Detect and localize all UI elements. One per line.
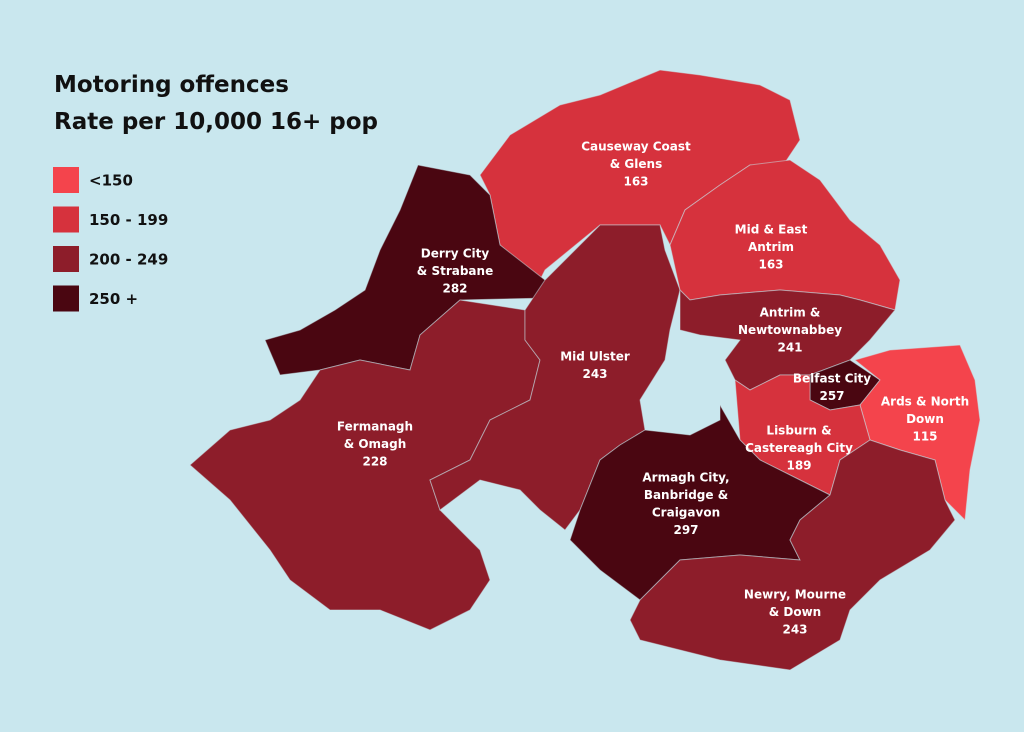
region-name: Castereagh City — [745, 441, 853, 455]
region-name: Antrim — [748, 240, 794, 254]
region-name: Newry, Mourne — [744, 588, 846, 602]
region-name: Lisburn & — [766, 424, 831, 438]
region-value: 228 — [362, 455, 387, 469]
region-value: 189 — [786, 459, 811, 473]
region-name: Ards & North — [881, 395, 969, 409]
legend-swatch — [53, 167, 79, 193]
region-value: 115 — [912, 430, 937, 444]
region-value: 243 — [782, 623, 807, 637]
title: Motoring offences — [54, 72, 289, 98]
region — [629, 439, 956, 671]
region-name: Belfast City — [793, 372, 871, 386]
legend-swatch — [53, 246, 79, 272]
region-name: Causeway Coast — [581, 140, 691, 154]
region-name: Derry City — [421, 247, 490, 261]
legend-swatch — [53, 285, 79, 312]
region-value: 241 — [777, 341, 802, 355]
region-name: Banbridge & — [644, 488, 728, 502]
region-name: & Strabane — [417, 264, 493, 278]
region-name: & Glens — [610, 157, 662, 171]
region-name: Mid & East — [735, 223, 808, 237]
legend-label: 250 + — [89, 290, 138, 308]
region-name: & Down — [769, 605, 821, 619]
region-name: & Omagh — [344, 437, 407, 451]
legend-label: 150 - 199 — [89, 211, 168, 229]
region-value: 297 — [673, 523, 698, 537]
region-name: Newtownabbey — [738, 323, 842, 337]
region-value: 257 — [819, 389, 844, 403]
region-name: Down — [906, 412, 944, 426]
region-value: 163 — [623, 175, 648, 189]
region-name: Craigavon — [652, 506, 720, 520]
region-name: Fermanagh — [337, 420, 413, 434]
legend-label: <150 — [89, 172, 133, 190]
legend-swatch — [53, 206, 79, 233]
region-name: Mid Ulster — [560, 350, 630, 364]
region-name: Armagh City, — [642, 471, 729, 485]
region-name: Antrim & — [760, 306, 821, 320]
region-value: 282 — [442, 282, 467, 296]
region-value: 163 — [758, 258, 783, 272]
title: Rate per 10,000 16+ pop — [54, 109, 378, 135]
legend-label: 200 - 249 — [89, 251, 168, 269]
region-value: 243 — [582, 367, 607, 381]
